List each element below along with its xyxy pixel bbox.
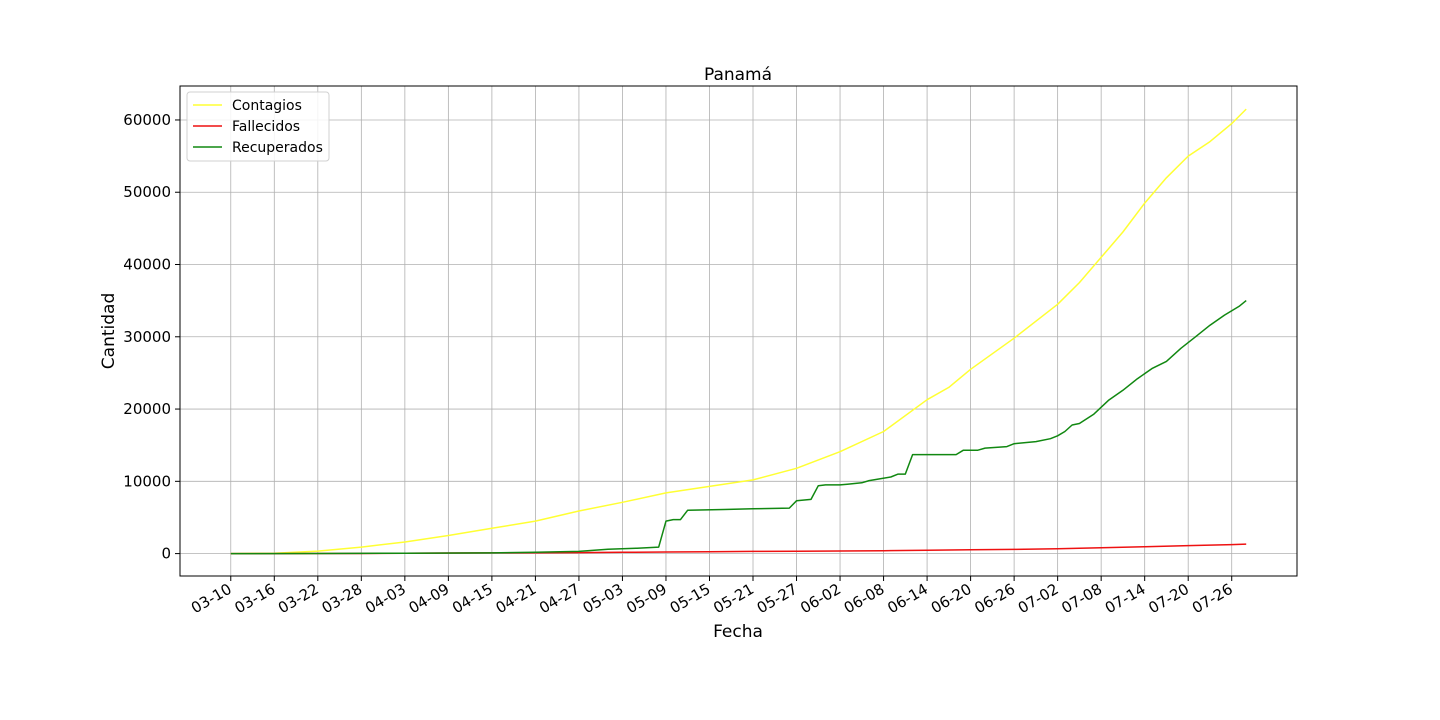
- legend: Contagios Fallecidos Recuperados: [186, 91, 330, 162]
- y-tick-label: 50000: [123, 183, 171, 201]
- y-tick-label: 0: [161, 545, 171, 563]
- y-axis-label: Cantidad: [99, 293, 119, 369]
- y-axis: 0 10000 20000 30000 40000 50000 60000: [123, 111, 180, 563]
- legend-label: Fallecidos: [232, 119, 300, 135]
- legend-label: Contagios: [232, 98, 302, 114]
- grid-lines: [180, 86, 1297, 576]
- series-line-recuperados: [230, 300, 1247, 555]
- chart-title: Panamá: [704, 65, 772, 85]
- series-line-contagios: [230, 108, 1247, 555]
- plot-area-frame: [179, 85, 1298, 577]
- y-tick-label: 20000: [123, 400, 171, 418]
- y-tick-label: 10000: [123, 472, 171, 490]
- legend-box: [186, 91, 330, 162]
- series-lines: [230, 108, 1247, 555]
- legend-label: Recuperados: [232, 140, 323, 156]
- y-tick-label: 60000: [123, 111, 171, 129]
- y-tick-label: 40000: [123, 256, 171, 274]
- x-axis-label: Fecha: [713, 622, 763, 642]
- y-tick-label: 30000: [123, 328, 171, 346]
